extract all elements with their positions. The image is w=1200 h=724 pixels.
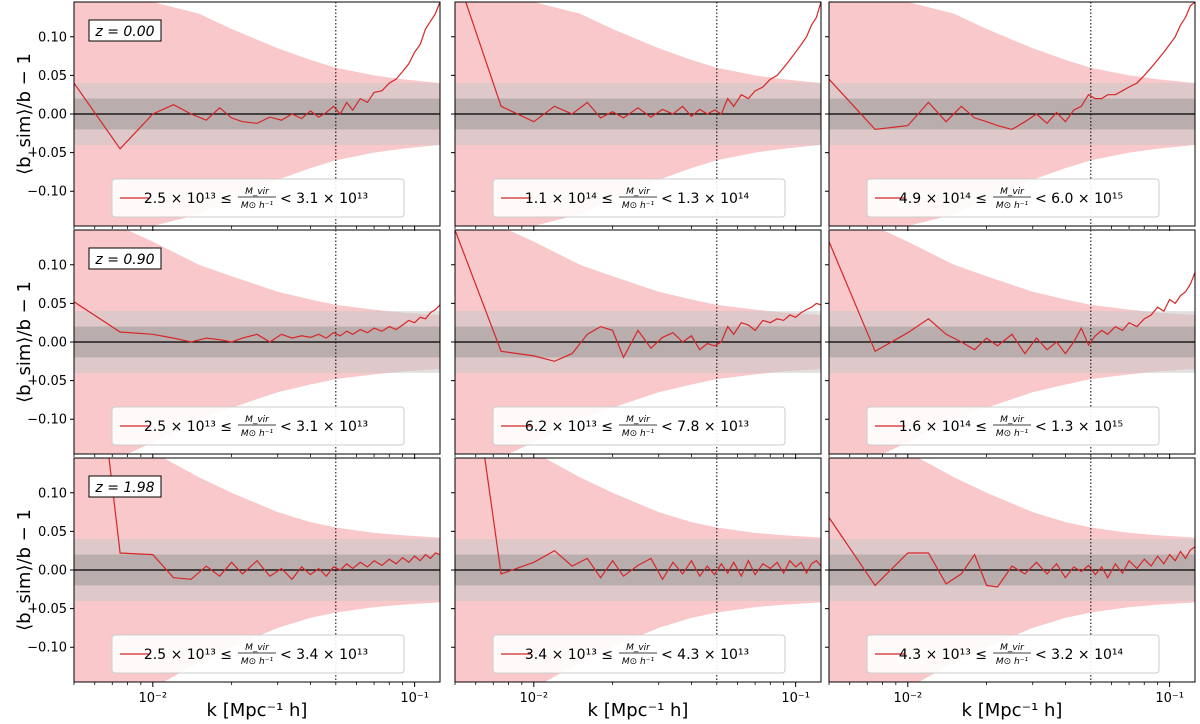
legend-prefix: 4.9 × 10¹⁴ ≤ — [899, 191, 987, 207]
svg-text:z = 1.98: z = 1.98 — [94, 480, 154, 496]
x-axis-label: k [Mpc⁻¹ h] — [962, 700, 1063, 721]
svg-text:z = 0.90: z = 0.90 — [94, 252, 154, 268]
bias-series-line — [829, 517, 1195, 588]
legend-prefix: 2.5 × 10¹³ ≤ — [144, 191, 232, 207]
legend-prefix: 2.5 × 10¹³ ≤ — [144, 419, 232, 435]
legend-prefix: 2.5 × 10¹³ ≤ — [144, 647, 232, 663]
y-axis-label: ⟨b_sim⟩/b − 1 — [14, 53, 35, 175]
bias-series-line — [74, 2, 440, 150]
legend-suffix: < 1.3 × 10¹⁵ — [1035, 419, 1123, 435]
legend: 6.2 × 10¹³ ≤ M_vir M⊙ h⁻¹ < 7.8 × 10¹³ — [492, 406, 786, 446]
legend-fraction-numerator: M_vir — [626, 415, 651, 425]
legend-fraction-denominator: M⊙ h⁻¹ — [622, 657, 655, 667]
legend-suffix: < 3.4 × 10¹³ — [280, 647, 368, 663]
panel-r1-c1: 6.2 × 10¹³ ≤ M_vir M⊙ h⁻¹ < 7.8 × 10¹³ — [451, 229, 822, 459]
legend-fraction-numerator: M_vir — [245, 415, 270, 425]
x-axis-label: k [Mpc⁻¹ h] — [207, 700, 308, 721]
y-tick-label: −0.05 — [27, 146, 67, 161]
y-tick-label: −0.05 — [27, 374, 67, 389]
bias-series-line — [829, 241, 1195, 355]
legend-suffix: < 4.3 × 10¹³ — [661, 647, 749, 663]
panel-r0-c2: 4.9 × 10¹⁴ ≤ M_vir M⊙ h⁻¹ < 6.0 × 10¹⁵ — [825, 1, 1196, 231]
y-tick-label: 0.05 — [38, 525, 67, 540]
legend-prefix: 3.4 × 10¹³ ≤ — [525, 647, 613, 663]
panel-r1-c2: 1.6 × 10¹⁴ ≤ M_vir M⊙ h⁻¹ < 1.3 × 10¹⁵ — [825, 229, 1196, 459]
legend-suffix: < 3.1 × 10¹³ — [280, 419, 368, 435]
y-tick-label: −0.05 — [27, 602, 67, 617]
y-tick-label: −0.10 — [27, 641, 67, 656]
legend-suffix: < 1.3 × 10¹⁴ — [661, 191, 750, 207]
y-tick-label: 0.05 — [38, 297, 67, 312]
legend: 2.5 × 10¹³ ≤ M_vir M⊙ h⁻¹ < 3.1 × 10¹³ — [111, 406, 405, 446]
bias-series-line — [74, 301, 440, 343]
redshift-label: z = 0.00 — [88, 19, 162, 42]
legend-fraction-numerator: M_vir — [1000, 415, 1025, 425]
panel-r2-c2: 10⁻² 10⁻¹ 4.3 × 10¹³ ≤ M_vir M⊙ h⁻¹ < 3.2 × 1… — [825, 457, 1196, 706]
y-axis-label: ⟨b_sim⟩/b − 1 — [14, 509, 35, 631]
bias-series-line — [465, 2, 821, 123]
x-tick-label: 10⁻² — [894, 691, 923, 706]
legend-fraction-numerator: M_vir — [1000, 187, 1025, 197]
legend: 4.3 × 10¹³ ≤ M_vir M⊙ h⁻¹ < 3.2 × 10¹⁴ — [866, 634, 1160, 674]
legend-fraction-denominator: M⊙ h⁻¹ — [241, 429, 274, 439]
legend-prefix: 6.2 × 10¹³ ≤ — [525, 419, 613, 435]
legend-fraction-numerator: M_vir — [1000, 643, 1025, 653]
legend: 1.1 × 10¹⁴ ≤ M_vir M⊙ h⁻¹ < 1.3 × 10¹⁴ — [492, 178, 786, 218]
legend-suffix: < 6.0 × 10¹⁵ — [1035, 191, 1123, 207]
legend-prefix: 4.3 × 10¹³ ≤ — [899, 647, 987, 663]
y-tick-label: 0.00 — [38, 336, 67, 351]
legend: 2.5 × 10¹³ ≤ M_vir M⊙ h⁻¹ < 3.4 × 10¹³ — [111, 634, 405, 674]
x-tick-label: 10⁻² — [520, 691, 549, 706]
panel-r2-c1: 10⁻² 10⁻¹ 3.4 × 10¹³ ≤ M_vir M⊙ h⁻¹ < 4.3 × 1… — [451, 457, 822, 706]
legend-fraction-numerator: M_vir — [245, 643, 270, 653]
panel-r0-c1: 1.1 × 10¹⁴ ≤ M_vir M⊙ h⁻¹ < 1.3 × 10¹⁴ — [451, 1, 822, 231]
legend-fraction-numerator: M_vir — [626, 643, 651, 653]
y-tick-label: −0.10 — [27, 185, 67, 200]
legend: 3.4 × 10¹³ ≤ M_vir M⊙ h⁻¹ < 4.3 × 10¹³ — [492, 634, 786, 674]
svg-text:z = 0.00: z = 0.00 — [94, 24, 154, 40]
panel-r1-c0: 0.10 0.05 0.00 −0.05 −0.10 z = 0.90 2.5 × 10¹³… — [27, 229, 441, 459]
y-tick-label: 0.10 — [38, 258, 67, 273]
y-tick-label: −0.10 — [27, 413, 67, 428]
legend: 1.6 × 10¹⁴ ≤ M_vir M⊙ h⁻¹ < 1.3 × 10¹⁵ — [866, 406, 1160, 446]
x-tick-label: 10⁻¹ — [1155, 691, 1184, 706]
bias-series-line — [108, 458, 440, 581]
bias-series-line — [484, 458, 821, 581]
legend-suffix: < 3.2 × 10¹⁴ — [1035, 647, 1124, 663]
y-tick-label: 0.05 — [38, 69, 67, 84]
panel-r2-c0: 0.10 0.05 0.00 −0.05 −0.10 10⁻² 10⁻¹ z = 1.98 2.… — [27, 457, 441, 706]
legend-fraction-denominator: M⊙ h⁻¹ — [241, 201, 274, 211]
legend: 2.5 × 10¹³ ≤ M_vir M⊙ h⁻¹ < 3.1 × 10¹³ — [111, 178, 405, 218]
x-tick-label: 10⁻² — [139, 691, 168, 706]
legend-fraction-denominator: M⊙ h⁻¹ — [996, 201, 1029, 211]
x-tick-label: 10⁻¹ — [781, 691, 810, 706]
legend-fraction-denominator: M⊙ h⁻¹ — [996, 657, 1029, 667]
legend: 4.9 × 10¹⁴ ≤ M_vir M⊙ h⁻¹ < 6.0 × 10¹⁵ — [866, 178, 1160, 218]
legend-fraction-numerator: M_vir — [626, 187, 651, 197]
legend-fraction-numerator: M_vir — [245, 187, 270, 197]
y-tick-label: 0.10 — [38, 486, 67, 501]
legend-suffix: < 7.8 × 10¹³ — [661, 419, 749, 435]
y-tick-label: 0.00 — [38, 564, 67, 579]
x-axis-label: k [Mpc⁻¹ h] — [588, 700, 689, 721]
redshift-label: z = 0.90 — [88, 247, 162, 270]
bias-series-line — [829, 2, 1195, 131]
legend-fraction-denominator: M⊙ h⁻¹ — [996, 429, 1029, 439]
legend-fraction-denominator: M⊙ h⁻¹ — [622, 429, 655, 439]
y-tick-label: 0.00 — [38, 108, 67, 123]
y-axis-label: ⟨b_sim⟩/b − 1 — [14, 281, 35, 403]
x-tick-label: 10⁻¹ — [400, 691, 429, 706]
legend-fraction-denominator: M⊙ h⁻¹ — [622, 201, 655, 211]
redshift-label: z = 1.98 — [88, 475, 162, 498]
legend-prefix: 1.1 × 10¹⁴ ≤ — [525, 191, 613, 207]
legend-prefix: 1.6 × 10¹⁴ ≤ — [899, 419, 987, 435]
panel-r0-c0: 0.10 0.05 0.00 −0.05 −0.10 z = 0.00 2.5 × 10¹³… — [27, 1, 441, 231]
legend-suffix: < 3.1 × 10¹³ — [280, 191, 368, 207]
legend-fraction-denominator: M⊙ h⁻¹ — [241, 657, 274, 667]
bias-series-line — [455, 230, 821, 362]
y-tick-label: 0.10 — [38, 30, 67, 45]
